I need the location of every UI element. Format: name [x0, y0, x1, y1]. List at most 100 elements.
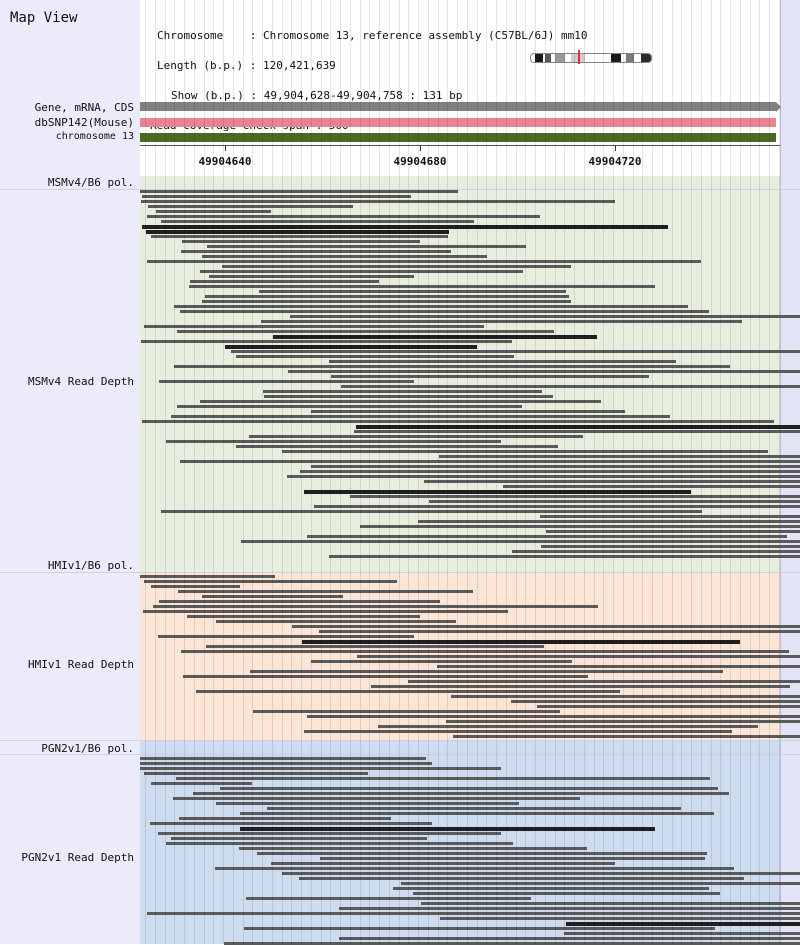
grid-line: [769, 0, 770, 944]
grid-line: [740, 0, 741, 944]
read-line: [193, 792, 729, 795]
read-line: [140, 757, 426, 760]
read-line: [220, 787, 718, 790]
read-line: [174, 305, 688, 308]
grid-line: [428, 0, 429, 944]
grid-line: [750, 0, 751, 944]
read-line: [141, 340, 512, 343]
grid-line: [262, 0, 263, 944]
grid-line: [282, 0, 283, 944]
grid-line: [545, 0, 546, 944]
grid-line: [496, 0, 497, 944]
grid-line: [389, 0, 390, 944]
grid-line: [652, 0, 653, 944]
map-view-title: Map View: [10, 10, 78, 26]
section-divider: [0, 572, 800, 573]
grid-line: [564, 0, 565, 944]
grid-line: [506, 0, 507, 944]
read-line: [354, 430, 800, 433]
grid-line: [360, 0, 361, 944]
read-line: [451, 695, 800, 698]
grid-line: [720, 0, 721, 944]
grid-line: [145, 0, 146, 944]
ruler-axis: [140, 145, 780, 146]
read-line: [307, 715, 800, 718]
read-line: [446, 720, 800, 723]
msmv4-depth-label: MSMv4 Read Depth: [28, 375, 134, 388]
read-line: [151, 782, 252, 785]
grid-line: [681, 0, 682, 944]
snp-track-bar[interactable]: [140, 118, 776, 127]
read-line: [413, 892, 720, 895]
read-line: [142, 420, 774, 423]
read-line: [142, 195, 411, 198]
read-line: [181, 650, 789, 653]
read-line: [267, 807, 681, 810]
grid-line: [613, 0, 614, 944]
read-line: [271, 862, 615, 865]
read-line: [299, 877, 744, 880]
read-line: [329, 360, 676, 363]
read-line: [424, 480, 800, 483]
read-line: [148, 205, 353, 208]
grid-line: [457, 0, 458, 944]
read-line: [371, 685, 790, 688]
read-line: [166, 842, 513, 845]
read-line: [429, 500, 800, 503]
read-line: [311, 660, 572, 663]
read-line: [453, 735, 800, 738]
pgn2v1-depth-label: PGN2v1 Read Depth: [21, 851, 134, 864]
grid-line: [321, 0, 322, 944]
read-line: [140, 190, 458, 193]
read-line: [150, 822, 432, 825]
read-line: [225, 345, 477, 349]
grid-line: [418, 0, 419, 944]
grid-line: [642, 0, 643, 944]
ideogram-band: [611, 54, 621, 62]
read-line: [236, 355, 514, 358]
read-line: [437, 665, 800, 668]
chromosome-track-bar[interactable]: [140, 133, 776, 142]
grid-line: [555, 0, 556, 944]
read-line: [239, 847, 587, 850]
read-line: [178, 590, 473, 593]
read-line: [241, 540, 800, 543]
grid-line: [701, 0, 702, 944]
read-line: [263, 390, 542, 393]
chromosome-track-label: chromosome 13: [55, 131, 134, 142]
grid-line: [165, 0, 166, 944]
read-line: [259, 290, 566, 293]
grid-line: [155, 0, 156, 944]
left-label-column: [0, 0, 140, 944]
read-line: [236, 445, 558, 448]
read-line: [319, 630, 800, 633]
read-line: [401, 882, 800, 885]
read-line: [246, 897, 531, 900]
grid-line: [691, 0, 692, 944]
read-line: [564, 932, 800, 935]
read-line: [177, 405, 522, 408]
grid-line: [272, 0, 273, 944]
grid-line: [408, 0, 409, 944]
ruler-tick: [615, 145, 616, 151]
read-line: [244, 927, 715, 930]
read-line: [187, 615, 420, 618]
grid-line: [486, 0, 487, 944]
read-line: [331, 375, 649, 378]
msmv4-pol-label: MSMv4/B6 pol.: [47, 176, 134, 189]
read-line: [140, 767, 501, 770]
read-line: [182, 240, 420, 243]
grid-line: [525, 0, 526, 944]
grid-line: [213, 0, 214, 944]
read-line: [282, 450, 768, 453]
hmiv1-depth-label: HMIv1 Read Depth: [28, 658, 134, 671]
gene-track-bar[interactable]: [140, 102, 776, 111]
read-line: [356, 425, 800, 429]
section-divider: [0, 740, 800, 741]
grid-line: [516, 0, 517, 944]
ideogram-band: [545, 54, 551, 62]
read-line: [215, 867, 734, 870]
read-line: [176, 777, 710, 780]
read-line: [202, 595, 343, 598]
read-line: [511, 700, 800, 703]
